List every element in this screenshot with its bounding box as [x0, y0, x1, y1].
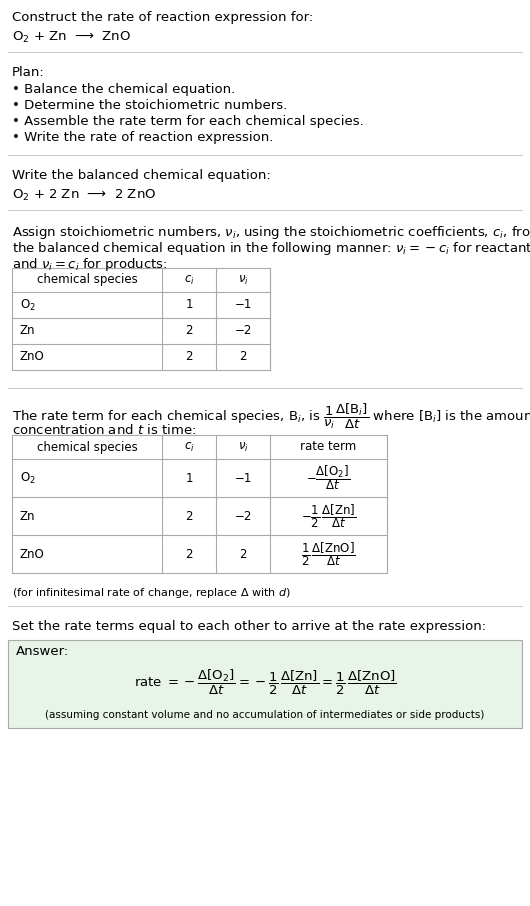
- Text: • Determine the stoichiometric numbers.: • Determine the stoichiometric numbers.: [12, 99, 287, 112]
- Text: O$_2$: O$_2$: [20, 297, 36, 313]
- Text: $\dfrac{1}{2}\,\dfrac{\Delta[\mathrm{ZnO}]}{\Delta t}$: $\dfrac{1}{2}\,\dfrac{\Delta[\mathrm{ZnO…: [301, 540, 356, 568]
- Text: • Write the rate of reaction expression.: • Write the rate of reaction expression.: [12, 131, 273, 144]
- Text: 1: 1: [186, 298, 193, 312]
- Text: $\nu_i$: $\nu_i$: [237, 274, 249, 286]
- Text: $\nu_i$: $\nu_i$: [237, 440, 249, 454]
- Text: rate $= -\dfrac{\Delta[\mathrm{O_2}]}{\Delta t} = -\dfrac{1}{2}\,\dfrac{\Delta[\: rate $= -\dfrac{\Delta[\mathrm{O_2}]}{\D…: [134, 668, 396, 698]
- Text: chemical species: chemical species: [37, 440, 137, 454]
- Text: (assuming constant volume and no accumulation of intermediates or side products): (assuming constant volume and no accumul…: [45, 710, 485, 720]
- Text: −1: −1: [234, 471, 252, 485]
- Bar: [8, 640, 522, 728]
- Text: $-\dfrac{\Delta[\mathrm{O_2}]}{\Delta t}$: $-\dfrac{\Delta[\mathrm{O_2}]}{\Delta t}…: [306, 464, 350, 492]
- Text: • Assemble the rate term for each chemical species.: • Assemble the rate term for each chemic…: [12, 115, 364, 128]
- Text: Write the balanced chemical equation:: Write the balanced chemical equation:: [12, 169, 271, 182]
- Text: O$_2$: O$_2$: [20, 470, 36, 486]
- Text: Zn: Zn: [20, 509, 36, 523]
- Text: $-\dfrac{1}{2}\,\dfrac{\Delta[\mathrm{Zn}]}{\Delta t}$: $-\dfrac{1}{2}\,\dfrac{\Delta[\mathrm{Zn…: [301, 502, 356, 530]
- Text: 2: 2: [186, 324, 193, 338]
- Text: −2: −2: [234, 509, 252, 523]
- Text: the balanced chemical equation in the following manner: $\nu_i = -c_i$ for react: the balanced chemical equation in the fo…: [12, 240, 530, 257]
- Text: 2: 2: [186, 509, 193, 523]
- Text: concentration and $t$ is time:: concentration and $t$ is time:: [12, 423, 196, 437]
- Text: $c_i$: $c_i$: [183, 274, 195, 286]
- Text: $c_i$: $c_i$: [183, 440, 195, 454]
- Bar: [12, 268, 270, 370]
- Text: chemical species: chemical species: [37, 274, 137, 286]
- Text: −2: −2: [234, 324, 252, 338]
- Text: Construct the rate of reaction expression for:: Construct the rate of reaction expressio…: [12, 11, 313, 24]
- Text: The rate term for each chemical species, B$_i$, is $\dfrac{1}{\nu_i}\dfrac{\Delt: The rate term for each chemical species,…: [12, 402, 530, 431]
- Text: • Balance the chemical equation.: • Balance the chemical equation.: [12, 83, 235, 96]
- Text: and $\nu_i = c_i$ for products:: and $\nu_i = c_i$ for products:: [12, 256, 167, 273]
- Text: rate term: rate term: [301, 440, 357, 454]
- Text: O$_2$ + 2 Zn  ⟶  2 ZnO: O$_2$ + 2 Zn ⟶ 2 ZnO: [12, 188, 156, 203]
- Text: ZnO: ZnO: [20, 351, 45, 363]
- Text: 1: 1: [186, 471, 193, 485]
- Text: Answer:: Answer:: [16, 645, 69, 658]
- Text: Set the rate terms equal to each other to arrive at the rate expression:: Set the rate terms equal to each other t…: [12, 620, 486, 633]
- Text: (for infinitesimal rate of change, replace Δ with $d$): (for infinitesimal rate of change, repla…: [12, 586, 291, 600]
- Text: ZnO: ZnO: [20, 547, 45, 561]
- Bar: [12, 435, 387, 573]
- Text: Plan:: Plan:: [12, 66, 45, 79]
- Text: O$_2$ + Zn  ⟶  ZnO: O$_2$ + Zn ⟶ ZnO: [12, 30, 131, 45]
- Text: −1: −1: [234, 298, 252, 312]
- Text: Zn: Zn: [20, 324, 36, 338]
- Text: 2: 2: [239, 351, 247, 363]
- Text: 2: 2: [186, 547, 193, 561]
- Text: 2: 2: [186, 351, 193, 363]
- Text: 2: 2: [239, 547, 247, 561]
- Text: Assign stoichiometric numbers, $\nu_i$, using the stoichiometric coefficients, $: Assign stoichiometric numbers, $\nu_i$, …: [12, 224, 530, 241]
